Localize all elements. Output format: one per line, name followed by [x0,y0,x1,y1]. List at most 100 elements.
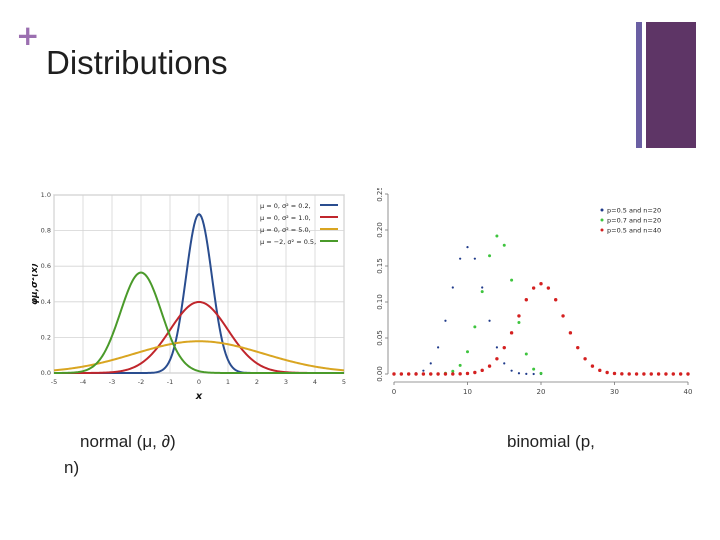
data-point [634,372,639,376]
data-point [495,234,499,238]
data-point [524,298,528,302]
data-point [480,290,484,294]
data-point [656,372,661,376]
x-tick-label: 3 [284,378,288,386]
data-point [532,372,535,376]
data-point [664,372,668,376]
data-point [392,372,396,376]
data-point [531,286,536,290]
legend-marker [600,208,604,212]
x-tick-label: 40 [684,388,692,396]
caption-binomial: binomial (p, [507,432,595,451]
y-tick-label: 1.0 [41,191,51,199]
y-tick-label: 0.10 [376,294,384,310]
data-point [399,372,404,376]
legend-entry: μ = 0, σ² = 5.0, [260,226,311,234]
data-point [503,362,506,365]
data-point [686,372,690,376]
data-point [649,372,653,376]
data-point [443,372,448,376]
legend-marker [600,218,604,222]
legend-entry: μ = 0, σ² = 1.0, [260,214,311,222]
data-point [539,282,543,286]
y-tick-label: 0.20 [376,222,384,238]
series-line [53,271,344,374]
accent-bar-thin [636,22,642,148]
data-point [459,257,462,260]
data-point [510,278,514,282]
data-point [488,254,492,258]
x-tick-label: 0 [197,378,201,386]
data-point [524,352,528,356]
caption-normal-continued: n) [64,458,80,477]
x-tick-label: 20 [537,388,546,396]
y-tick-label: 0.15 [376,258,384,274]
data-point [451,369,455,373]
data-point [554,298,558,302]
normal-distribution-chart: -5 -4 -3 -2 -1 0 1 2 3 4 5 0.0 0.2 0.4 0.6 0.8 1.0 μ = 0,… [32,191,346,402]
x-tick-label: -2 [138,378,144,386]
data-point [642,372,646,376]
data-point [590,364,595,368]
data-point [517,314,521,318]
data-point [671,372,675,376]
data-point [473,370,477,375]
caption-normal: normal (μ, ∂) [80,432,176,451]
x-tick-label: 30 [610,388,619,396]
data-point [627,372,631,376]
accent-bar-block [646,22,696,148]
data-point [605,370,609,375]
data-point [598,368,602,373]
legend-entry: p=0.7 and n=20 [607,217,661,225]
x-tick-label: 2 [255,378,259,386]
data-point [517,372,521,375]
data-point [451,286,454,289]
y-tick-label: 0.4 [41,298,51,306]
data-point [422,369,425,372]
data-point [495,357,499,361]
data-point [576,345,580,350]
data-point [480,368,484,373]
legend-entry: μ = −2, σ² = 0.5, [260,238,316,246]
data-point [612,371,617,376]
data-point [407,372,411,376]
data-point [620,372,624,376]
data-point [583,357,587,361]
data-point [429,362,432,365]
data-point [444,319,447,322]
data-point [429,372,433,376]
x-tick-label: -4 [80,378,86,386]
y-tick-label: 0.00 [376,366,384,382]
x-tick-label: 1 [226,378,230,386]
x-tick-label: -1 [167,378,173,386]
data-point [502,243,506,247]
y-tick-label: 0.0 [41,369,51,377]
x-tick-label: 5 [342,378,346,386]
data-point [525,372,528,375]
plus-icon: + [16,19,40,52]
slide-title: Distributions [46,44,228,81]
y-tick-label: 0.05 [376,330,384,346]
x-tick-label: -3 [109,378,115,386]
legend-entry: p=0.5 and n=40 [607,227,661,235]
binomial-distribution-chart: 0.00 0.05 0.10 0.15 0.20 0.25 0 10 20 30 40 p=0.5 a… [376,188,692,396]
data-point [437,346,440,349]
data-point [502,345,506,350]
y-tick-label: 0.2 [41,333,51,341]
series-line [53,340,345,372]
legend-marker [600,228,604,232]
data-point [436,372,440,376]
data-point [678,372,683,376]
data-point [510,369,513,372]
data-point [473,325,477,329]
x-tick-label: -5 [51,378,57,386]
x-tick-label: 0 [392,388,396,396]
data-point [466,246,469,249]
data-point [421,372,426,376]
data-point [466,350,469,354]
data-point [414,372,418,376]
data-point [488,319,491,322]
data-point [509,331,514,335]
legend-entry: μ = 0, σ² = 0.2, [260,202,311,210]
data-point [465,371,470,376]
